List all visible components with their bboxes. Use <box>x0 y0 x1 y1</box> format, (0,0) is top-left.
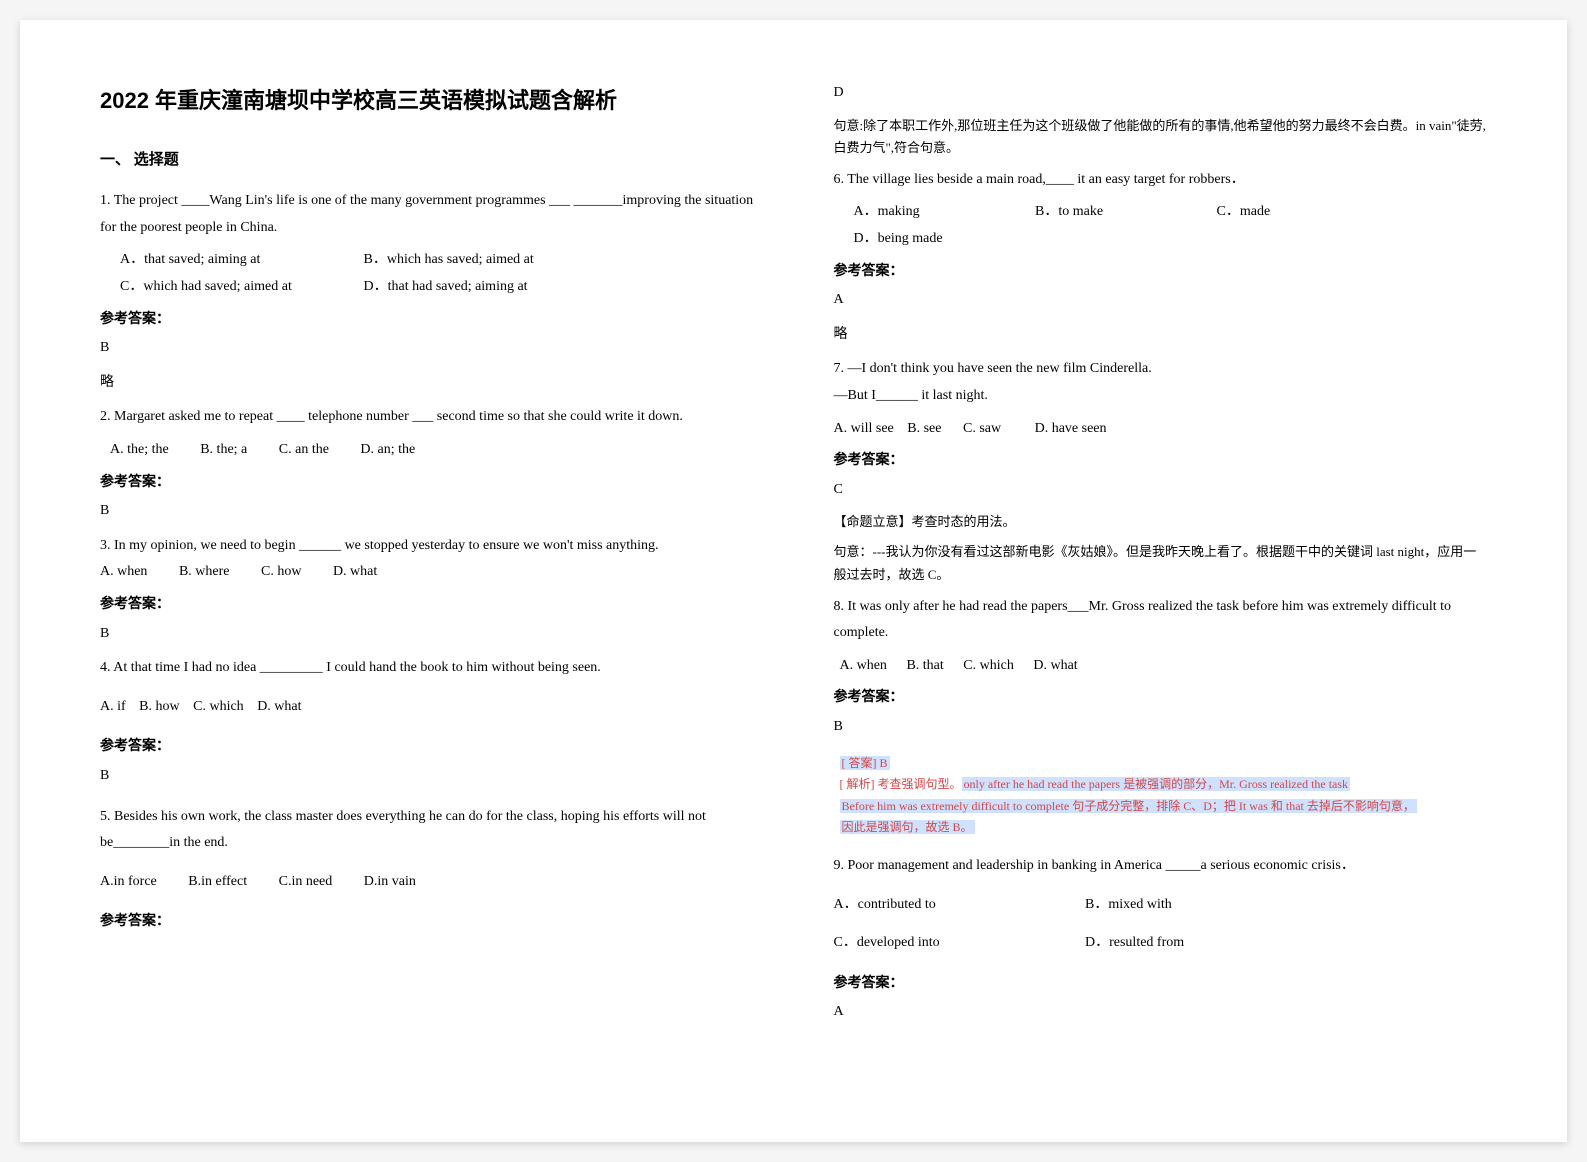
q1-optD: D．that had saved; aiming at <box>364 279 528 294</box>
q8-img-line1b: only after he had read the papers 是被强调的部… <box>962 777 1351 791</box>
q1-optA: A．that saved; aiming at <box>120 247 360 274</box>
q6-optA: A．making <box>854 199 1004 226</box>
q1-row2: C．which had saved; aimed at D．that had s… <box>120 274 754 301</box>
q6-stem: 6. The village lies beside a main road,_… <box>834 167 1488 194</box>
q1-also: 略 <box>100 370 754 397</box>
q5-answer: D <box>834 80 1488 107</box>
q8-answer: B <box>834 714 1488 741</box>
q5-stem: 5. Besides his own work, the class maste… <box>100 804 754 857</box>
q8-answer-label: 参考答案： <box>834 685 1488 712</box>
section-header: 一、 选择题 <box>100 146 754 175</box>
q4-answer-label: 参考答案： <box>100 734 754 761</box>
q9-optB: B．mixed with <box>1085 892 1172 919</box>
q3-optA: A. when <box>100 559 147 586</box>
q8-options: A. when B. that C. which D. what <box>834 653 1488 680</box>
q5-answer-label: 参考答案： <box>100 909 754 936</box>
q5-optC: C.in need <box>279 869 333 896</box>
q4-answer: B <box>100 763 754 790</box>
q8-img-line1: [ 解析] 考查强调句型。only after he had read the … <box>840 774 1482 796</box>
q9-answer: A <box>834 999 1488 1026</box>
q8-optC: C. which <box>963 653 1014 680</box>
q6-optD: D．being made <box>854 226 943 253</box>
q9-options-row1: A．contributed to B．mixed with <box>834 892 1488 919</box>
q8-img-line3: 因此是强调句，故选 B。 <box>840 817 1482 839</box>
q7-optA: A. will see <box>834 416 894 443</box>
q5-explain: 句意:除了本职工作外,那位班主任为这个班级做了他能做的所有的事情,他希望他的努力… <box>834 115 1488 159</box>
q3-answer-label: 参考答案： <box>100 592 754 619</box>
q4-optA: A. if <box>100 694 126 721</box>
q5-optB: B.in effect <box>188 869 247 896</box>
q1-optC: C．which had saved; aimed at <box>120 274 360 301</box>
q2-answer: B <box>100 498 754 525</box>
q3-options: A. when B. where C. how D. what <box>100 559 754 586</box>
q3-stem: 3. In my opinion, we need to begin _____… <box>100 533 754 560</box>
q2-optB: B. the; a <box>200 437 247 464</box>
q9-answer-label: 参考答案： <box>834 971 1488 998</box>
exam-page: 2022 年重庆潼南塘坝中学校高三英语模拟试题含解析 一、 选择题 1. The… <box>20 20 1567 1142</box>
q1-row1: A．that saved; aiming at B．which has save… <box>120 247 754 274</box>
q9-optC: C．developed into <box>834 930 1054 957</box>
q9-optA: A．contributed to <box>834 892 1054 919</box>
q1-optB: B．which has saved; aimed at <box>364 252 534 267</box>
q6-answer-label: 参考答案： <box>834 259 1488 286</box>
q3-optC: C. how <box>261 559 301 586</box>
q6-optC: C．made <box>1217 199 1367 226</box>
page-title: 2022 年重庆潼南塘坝中学校高三英语模拟试题含解析 <box>100 80 754 122</box>
q7-optC: C. saw <box>963 416 1001 443</box>
q8-optD: D. what <box>1033 653 1077 680</box>
q8-optB: B. that <box>906 653 943 680</box>
q7-answer-label: 参考答案： <box>834 448 1488 475</box>
q3-optB: B. where <box>179 559 230 586</box>
q1-options: A．that saved; aiming at B．which has save… <box>100 247 754 300</box>
q8-explain-block: [ 答案] B [ 解析] 考查强调句型。only after he had r… <box>834 749 1488 843</box>
q1-stem: 1. The project ____Wang Lin's life is on… <box>100 188 754 241</box>
q2-optC: C. an the <box>279 437 329 464</box>
q9-stem: 9. Poor management and leadership in ban… <box>834 853 1488 880</box>
q8-img-line2: Before him was extremely difficult to co… <box>840 796 1482 818</box>
q7-stem1: 7. —I don't think you have seen the new … <box>834 356 1488 383</box>
q7-topic: 【命题立意】考查时态的用法。 <box>834 511 1488 533</box>
q8-img-line1a: [ 解析] 考查强调句型。 <box>840 777 962 791</box>
q4-optC: C. which <box>193 694 244 721</box>
q8-img-line3-text: 因此是强调句，故选 B。 <box>840 820 975 834</box>
q4-options: A. if B. how C. which D. what <box>100 694 754 721</box>
q6-options: A．making B．to make C．made D．being made <box>834 199 1488 252</box>
q9-optD: D．resulted from <box>1085 930 1184 957</box>
q7-stem2: —But I______ it last night. <box>834 383 1488 410</box>
q6-answer: A <box>834 287 1488 314</box>
q3-answer: B <box>100 621 754 648</box>
q8-optA: A. when <box>840 653 887 680</box>
q2-optD: D. an; the <box>360 437 415 464</box>
q7-optB: B. see <box>907 416 941 443</box>
left-column: 2022 年重庆潼南塘坝中学校高三英语模拟试题含解析 一、 选择题 1. The… <box>60 80 794 1102</box>
q2-stem: 2. Margaret asked me to repeat ____ tele… <box>100 404 754 431</box>
q2-answer-label: 参考答案： <box>100 470 754 497</box>
q8-img-line2-text: Before him was extremely difficult to co… <box>840 799 1417 813</box>
q7-optD: D. have seen <box>1035 416 1107 443</box>
q8-stem: 8. It was only after he had read the pap… <box>834 594 1488 647</box>
q7-options: A. will see B. see C. saw D. have seen <box>834 416 1488 443</box>
q2-options: A. the; the B. the; a C. an the D. an; t… <box>100 437 754 464</box>
q6-also: 略 <box>834 322 1488 349</box>
q3-optD: D. what <box>333 559 377 586</box>
q4-optD: D. what <box>257 694 301 721</box>
q5-optA: A.in force <box>100 869 157 896</box>
q5-optD: D.in vain <box>364 869 416 896</box>
q4-optB: B. how <box>139 694 179 721</box>
q8-img-answer-text: [ 答案] B <box>840 756 890 770</box>
q7-explain: 句意：---我认为你没有看过这部新电影《灰姑娘》。但是我昨天晚上看了。根据题干中… <box>834 541 1488 585</box>
q1-answer-label: 参考答案： <box>100 307 754 334</box>
q4-stem: 4. At that time I had no idea _________ … <box>100 655 754 682</box>
q7-answer: C <box>834 477 1488 504</box>
q2-optA: A. the; the <box>110 437 169 464</box>
q6-optB: B．to make <box>1035 199 1185 226</box>
q9-options-row2: C．developed into D．resulted from <box>834 930 1488 957</box>
q5-options: A.in force B.in effect C.in need D.in va… <box>100 869 754 896</box>
q8-img-answer: [ 答案] B <box>840 753 1482 775</box>
right-column: D 句意:除了本职工作外,那位班主任为这个班级做了他能做的所有的事情,他希望他的… <box>794 80 1528 1102</box>
q1-answer: B <box>100 335 754 362</box>
